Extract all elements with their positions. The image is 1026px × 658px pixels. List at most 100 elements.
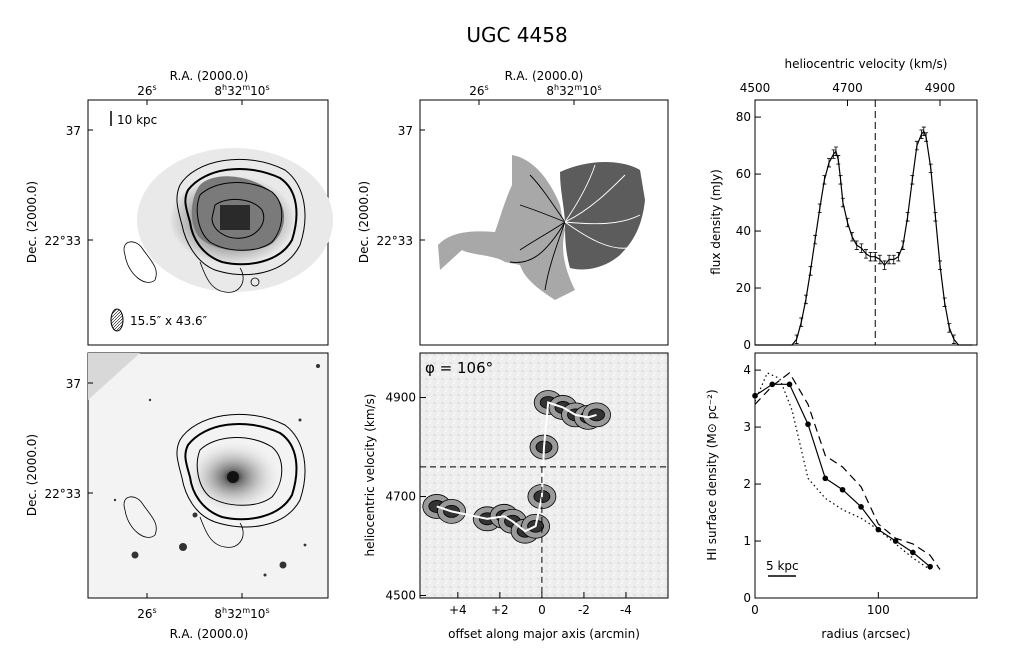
sd-ytick-label: 2 xyxy=(743,477,751,491)
gp-series-line xyxy=(755,130,973,346)
sd-xtick-label: 100 xyxy=(867,603,890,617)
gp-error-bar xyxy=(928,163,933,174)
pv-xtick-label: -4 xyxy=(620,603,632,617)
sd-ylabel: HI surface density (M⊙ pc⁻²) xyxy=(705,389,719,560)
panel-velocity-field: 37 22°33 Dec. (2000.0) R.A. (2000.0) 26s… xyxy=(357,69,669,346)
gp-ytick-label: 0 xyxy=(743,338,751,352)
gp-error-bar xyxy=(831,149,836,159)
gp-ytick-label: 40 xyxy=(736,224,751,238)
gp-error-bar xyxy=(845,217,850,228)
pv-ytick-label: 4900 xyxy=(385,391,416,405)
pv-xtick-label: +4 xyxy=(449,603,467,617)
vf-ra-tick-8h32m10s: 8h32m10s xyxy=(546,83,601,98)
gp-error-bar xyxy=(924,132,929,142)
gp-error-bar xyxy=(882,260,887,270)
gp-xlabel: heliocentric velocity (km/s) xyxy=(785,57,948,71)
panel-pv-diagram: +4 +2 0 -2 -4 4500 4700 4900 φ = 106° offset a… xyxy=(363,352,669,641)
sd-series-dotted xyxy=(754,372,931,571)
pv-rotation-ridge xyxy=(436,401,597,533)
sd-point xyxy=(927,563,933,570)
vf-ra-tick-26s: 26s xyxy=(469,83,488,98)
vf-dec-axis-label: Dec. (2000.0) xyxy=(357,181,371,263)
gp-error-bar xyxy=(827,158,831,168)
gp-error-bar xyxy=(951,334,956,344)
sd-point xyxy=(769,381,776,388)
gp-xtick-label: 4700 xyxy=(832,81,863,95)
opt-ra-axis-label: R.A. (2000.0) xyxy=(170,627,249,641)
opt-ra-tick-26s: 26s xyxy=(137,606,156,621)
pv-emission-blob xyxy=(582,402,611,428)
pv-xtick-label: 0 xyxy=(538,603,546,617)
sd-series-dashed xyxy=(754,372,941,570)
gp-error-bar xyxy=(854,240,859,250)
ra-tick-8h32m10s: 8h32m10s xyxy=(214,83,269,98)
pv-xlabel: offset along major axis (arcmin) xyxy=(448,627,640,641)
pv-ytick-label: 4700 xyxy=(385,490,416,504)
gp-error-bar xyxy=(817,203,822,213)
vf-dec-tick-22-33: 22°33 xyxy=(376,234,413,248)
gp-error-bar xyxy=(873,252,878,262)
gp-error-bar xyxy=(822,175,827,185)
opt-ra-tick-8h32m10s: 8h32m10s xyxy=(214,606,269,621)
sd-point xyxy=(839,486,846,493)
gp-error-bar xyxy=(914,140,919,151)
gp-error-bar xyxy=(813,234,818,245)
sd-xtick-label: 0 xyxy=(751,603,759,617)
pv-xtick-label: -2 xyxy=(578,603,590,617)
sd-point xyxy=(752,392,758,399)
figure-title: UGC 4458 xyxy=(466,23,567,47)
sd-point xyxy=(786,381,793,388)
gp-error-bar xyxy=(891,254,896,265)
gp-error-bar xyxy=(864,249,868,259)
gp-ytick-label: 20 xyxy=(736,281,751,295)
gp-error-bar xyxy=(947,323,952,333)
gp-error-bar xyxy=(836,155,841,165)
gp-error-bar xyxy=(905,212,910,222)
ra-tick-26s: 26s xyxy=(137,83,156,98)
gp-xtick-label: 4900 xyxy=(925,81,956,95)
sd-scale-bar-label: 5 kpc xyxy=(766,559,799,573)
ra-axis-label-top: R.A. (2000.0) xyxy=(170,69,249,83)
beam-label: 15.5″ x 43.6″ xyxy=(130,314,208,328)
dec-tick-37: 37 xyxy=(66,124,81,138)
gp-error-bar xyxy=(901,240,905,250)
pv-xtick-label: +2 xyxy=(491,603,509,617)
sd-point xyxy=(805,421,811,428)
gp-error-bar xyxy=(910,175,915,185)
beam-ellipse xyxy=(110,308,124,332)
panel-moment0: 37 22°33 Dec. (2000.0) R.A. (2000.0) 26s… xyxy=(25,69,333,346)
gp-error-bar xyxy=(850,232,855,242)
opt-dec-axis-label: Dec. (2000.0) xyxy=(25,434,39,516)
pv-ytick-label: 4500 xyxy=(385,589,416,603)
opt-dec-tick-37: 37 xyxy=(66,377,81,391)
gp-error-bar xyxy=(938,260,942,270)
gp-ytick-label: 80 xyxy=(736,110,751,124)
dec-tick-22-33: 22°33 xyxy=(44,234,81,248)
gp-error-bar xyxy=(868,252,873,262)
pv-pa-annotation: φ = 106° xyxy=(425,359,493,377)
sd-ytick-label: 3 xyxy=(743,420,751,434)
gp-error-bar xyxy=(794,334,799,344)
dec-axis-label: Dec. (2000.0) xyxy=(25,181,39,263)
opt-dec-tick-22-33: 22°33 xyxy=(44,487,81,501)
panel-optical-overlay: 37 22°33 Dec. (2000.0) 26s 8h32m10s R.A.… xyxy=(25,352,329,641)
scale-bar-label: 10 kpc xyxy=(117,113,157,127)
sd-point xyxy=(822,475,829,482)
gp-error-bar xyxy=(803,294,808,305)
gp-error-bar xyxy=(919,129,924,139)
panel-surface-density: 0 100 0 1 2 3 4 5 kpc radius (arcsec) HI surf… xyxy=(705,352,978,641)
gp-error-bar xyxy=(840,197,845,208)
gp-error-bar xyxy=(808,266,813,276)
sd-ytick-label: 1 xyxy=(743,534,751,548)
vf-ra-axis-label-top: R.A. (2000.0) xyxy=(505,69,584,83)
sd-point xyxy=(858,504,864,510)
sd-ytick-label: 0 xyxy=(743,591,751,605)
sd-xlabel: radius (arcsec) xyxy=(821,627,910,641)
gp-error-bar xyxy=(933,212,938,222)
gp-ytick-label: 60 xyxy=(736,167,751,181)
sd-point xyxy=(910,549,916,556)
gp-error-bar xyxy=(799,317,804,327)
sd-ytick-label: 4 xyxy=(743,363,751,377)
pv-ylabel: heliocentric velocity (km/s) xyxy=(363,394,377,557)
gp-error-bar xyxy=(942,297,947,307)
